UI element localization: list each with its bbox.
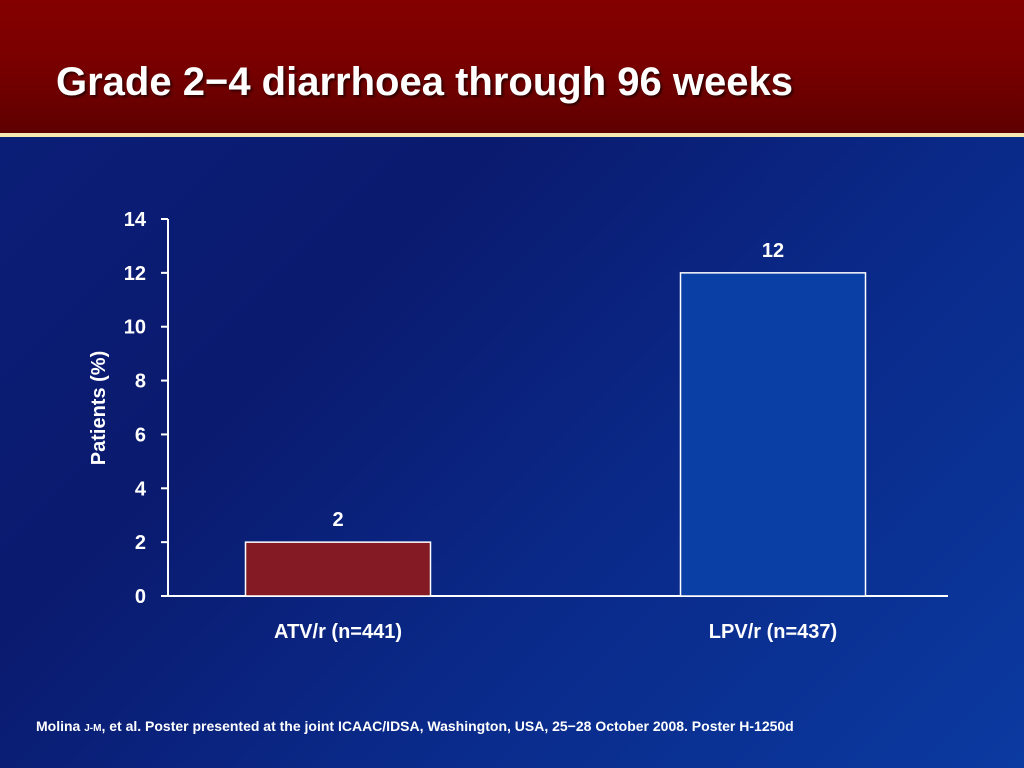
y-tick-label: 10 <box>124 317 146 339</box>
y-tick-label: 14 <box>124 209 147 231</box>
slide-title: Grade 2−4 diarrhoea through 96 weeks <box>56 60 793 104</box>
citation-initials: J-M <box>84 723 102 734</box>
citation-author: Molina <box>36 718 81 734</box>
citation: Molina J-M, et al. Poster presented at t… <box>36 718 794 734</box>
y-tick-label: 2 <box>135 532 146 554</box>
category-label: LPV/r (n=437) <box>709 621 837 643</box>
y-tick-label: 6 <box>135 424 146 446</box>
y-tick-label: 12 <box>124 263 146 285</box>
citation-text: , et al. Poster presented at the joint I… <box>101 718 794 734</box>
title-banner <box>0 0 1024 133</box>
data-label: 2 <box>332 509 343 531</box>
bar-lpv <box>679 272 867 597</box>
bar-atv <box>244 541 432 597</box>
category-label: ATV/r (n=441) <box>274 621 402 643</box>
y-tick-label: 4 <box>135 478 147 500</box>
title-divider <box>0 133 1024 137</box>
data-label: 12 <box>762 240 784 262</box>
y-axis-title: Patients (%) <box>88 351 110 465</box>
y-tick-label: 8 <box>135 371 146 393</box>
y-tick-label: 0 <box>135 586 146 608</box>
